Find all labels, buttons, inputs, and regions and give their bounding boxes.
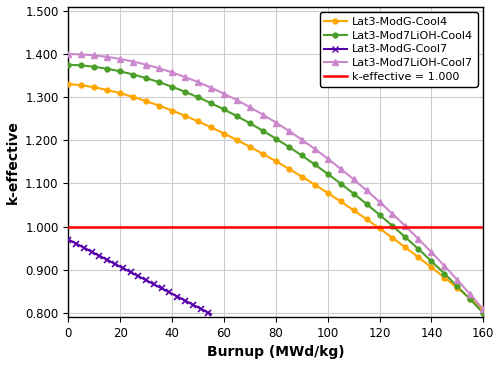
Y-axis label: k-effective: k-effective	[6, 120, 20, 204]
k-effective = 1.000	[66, 224, 71, 229]
k-effective = 1.000	[68, 224, 74, 229]
X-axis label: Burnup (MWd/kg): Burnup (MWd/kg)	[207, 345, 344, 360]
Legend: Lat3-ModG-Cool4, Lat3-Mod7LiOH-Cool4, Lat3-ModG-Cool7, Lat3-Mod7LiOH-Cool7, k-ef: Lat3-ModG-Cool4, Lat3-Mod7LiOH-Cool4, La…	[320, 12, 478, 87]
